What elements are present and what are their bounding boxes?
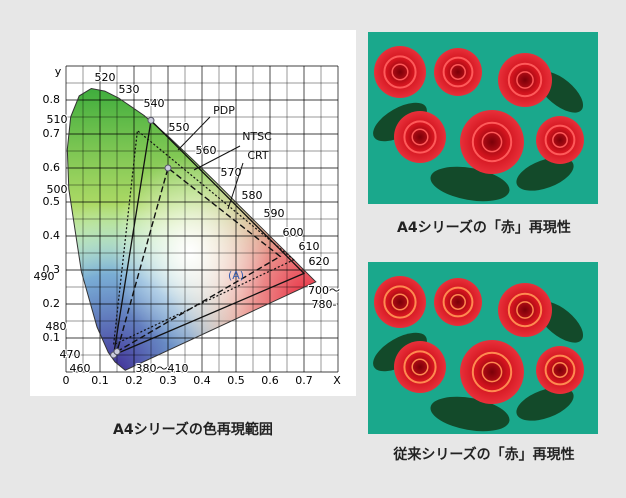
wavelength-label: 520 (95, 71, 116, 84)
photo-caption: A4シリーズの「赤」再現性 (397, 219, 571, 236)
annotation: (A) (228, 269, 244, 282)
wavelength-label: 600 (283, 226, 304, 239)
wavelength-label: 480 (46, 320, 67, 333)
photo-caption: 従来シリーズの「赤」再現性 (392, 446, 574, 463)
y-tick-label: 0.5 (43, 195, 61, 208)
x-axis-label: X (333, 374, 341, 387)
x-tick-label: 0.4 (193, 374, 211, 387)
y-axis-label: y (55, 65, 62, 78)
wavelength-label: 510 (47, 113, 68, 126)
x-tick-label: 0.6 (261, 374, 279, 387)
rose (434, 48, 482, 96)
wavelength-label: 580 (242, 189, 263, 202)
primary-point (165, 165, 171, 171)
wavelength-label: 620 (309, 255, 330, 268)
diagram-caption: A4シリーズの色再現範囲 (113, 421, 273, 438)
wavelength-label: 590 (264, 207, 285, 220)
rose (394, 111, 446, 163)
rose (536, 346, 584, 394)
photo (367, 32, 598, 207)
annotation: CRT (247, 149, 269, 162)
primary-point (148, 117, 154, 123)
rose (394, 341, 446, 393)
rose (536, 116, 584, 164)
rose (374, 46, 426, 98)
wavelength-label: 780- (312, 298, 337, 311)
y-tick-label: 0.4 (43, 229, 61, 242)
annotation: PDP (213, 104, 235, 117)
x-tick-label: 0.2 (125, 374, 143, 387)
y-tick-label: 0.8 (43, 93, 61, 106)
wavelength-label: 500 (47, 183, 68, 196)
annotation: NTSC (242, 130, 272, 143)
rose (434, 278, 482, 326)
x-tick-label: 0 (63, 374, 70, 387)
rose (498, 53, 552, 107)
rose (460, 110, 524, 174)
photo (367, 262, 598, 437)
x-tick-label: 0.3 (159, 374, 177, 387)
primary-point (114, 349, 120, 355)
wavelength-label: 700～ (308, 284, 340, 297)
wavelength-label: 560 (196, 144, 217, 157)
x-tick-label: 0.7 (295, 374, 313, 387)
x-tick-label: 0.1 (91, 374, 109, 387)
rose (498, 283, 552, 337)
wavelength-label: 550 (169, 121, 190, 134)
y-tick-label: 0.6 (43, 161, 61, 174)
x-tick-label: 0.5 (227, 374, 245, 387)
wavelength-label: 490 (34, 270, 55, 283)
rose (460, 340, 524, 404)
wavelength-label: 530 (119, 83, 140, 96)
wavelength-label: 380～410 (136, 362, 189, 375)
rose (374, 276, 426, 328)
y-tick-label: 0.2 (43, 297, 61, 310)
page: 00.10.20.30.40.50.60.70.10.20.30.40.50.6… (0, 0, 626, 494)
wavelength-label: 610 (299, 240, 320, 253)
wavelength-label: 460 (70, 362, 91, 375)
wavelength-label: 470 (60, 348, 81, 361)
wavelength-label: 540 (144, 97, 165, 110)
y-tick-label: 0.7 (43, 127, 61, 140)
